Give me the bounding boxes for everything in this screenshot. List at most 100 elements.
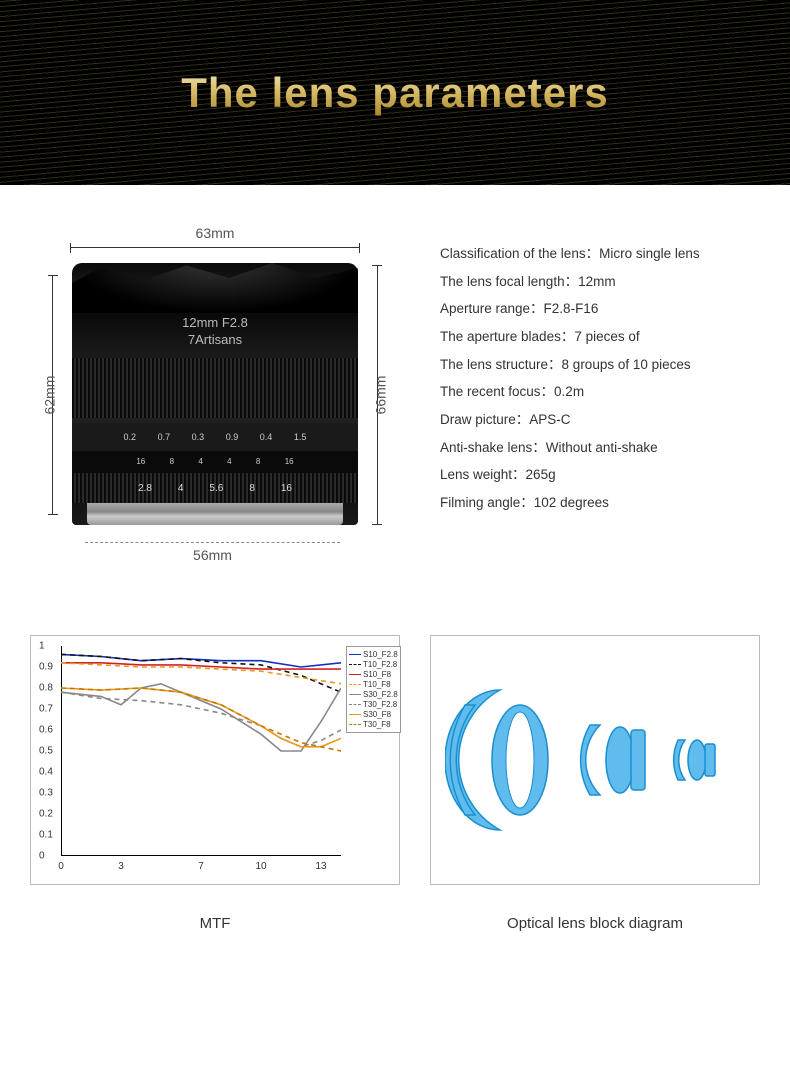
mtf-ytick: 0.4 [39,767,53,778]
legend-item: S30_F2.8 [349,690,398,699]
mtf-series-S10_F2.8 [61,654,341,667]
spec-list: Classification of the lens：Micro single … [440,225,760,517]
legend-swatch [349,704,361,705]
dim-bottom: 56mm [85,542,340,565]
optical-group-1 [445,690,548,830]
scale-mark: 1.5 [294,432,307,442]
header-banner: The lens parameters [0,0,790,185]
legend-label: S30_F2.8 [363,690,398,699]
optical-panel [430,635,760,885]
spec-row: Draw picture：APS-C [440,406,760,434]
mtf-ytick: 0.6 [39,725,53,736]
dim-left: 62mm [30,275,60,515]
mtf-ytick: 0.1 [39,830,53,841]
legend-label: T30_F2.8 [363,700,397,709]
aperture-mark: 8 [249,483,255,494]
engraving-line2: 7Artisans [72,332,358,349]
mtf-ytick: 1 [39,641,45,652]
dof-mark: 4 [227,457,231,466]
scale-mark: 0.7 [158,432,171,442]
legend-item: T10_F8 [349,680,398,689]
mtf-ytick: 0.2 [39,809,53,820]
spec-row: The lens focal length：12mm [440,268,760,296]
scale-mark: 0.4 [260,432,273,442]
aperture-mark: 4 [178,483,184,494]
dim-top-line [70,247,360,248]
legend-label: T10_F2.8 [363,660,397,669]
scale-mark: 0.9 [226,432,239,442]
lens-dof-marks: 16 8 4 4 8 16 [72,451,358,471]
legend-swatch [349,684,361,685]
legend-swatch [349,694,361,695]
legend-item: T30_F8 [349,720,398,729]
optical-diagram [445,670,745,850]
legend-swatch [349,724,361,725]
mtf-lines [61,646,341,856]
dim-bottom-label: 56mm [193,547,232,563]
dim-top-label: 63mm [196,225,235,241]
mtf-ytick: 0.3 [39,788,53,799]
legend-swatch [349,674,361,675]
mtf-legend: S10_F2.8T10_F2.8S10_F8T10_F8S30_F2.8T30_… [346,646,401,733]
dim-top: 63mm [70,225,360,248]
lens-hood [72,263,358,313]
spec-row: The aperture blades：7 pieces of [440,323,760,351]
mtf-ytick: 0.7 [39,704,53,715]
legend-item: S10_F8 [349,670,398,679]
legend-label: S10_F2.8 [363,650,398,659]
dof-mark: 4 [198,457,202,466]
lens-focus-ring [72,358,358,418]
content-area: 63mm 62mm 66mm 12mm F2.8 7Artisans 0.20.… [0,185,790,962]
caption-row: MTF Optical lens block diagram [30,915,760,932]
spec-row: Classification of the lens：Micro single … [440,240,760,268]
legend-swatch [349,714,361,715]
legend-swatch [349,664,361,665]
aperture-mark: 16 [281,483,292,494]
legend-label: S10_F8 [363,670,391,679]
mtf-xtick: 7 [198,861,204,872]
mtf-chart: S10_F2.8T10_F2.8S10_F8T10_F8S30_F2.8T30_… [61,646,341,856]
mtf-ytick: 0.8 [39,683,53,694]
mtf-xtick: 10 [255,861,266,872]
mtf-xtick: 13 [315,861,326,872]
dim-bottom-line [85,542,340,543]
dof-mark: 16 [285,457,294,466]
spec-row: Filming angle：102 degrees [440,489,760,517]
mtf-ytick: 0.9 [39,662,53,673]
optical-group-2 [581,725,645,795]
legend-item: S30_F8 [349,710,398,719]
engraving-line1: 12mm F2.8 [72,315,358,332]
dof-mark: 16 [136,457,145,466]
optical-group-3 [674,740,715,780]
page-title: The lens parameters [181,69,609,117]
lens-aperture-ring: 2.845.6816 [72,473,358,503]
spec-row: The lens structure：8 groups of 10 pieces [440,351,760,379]
spec-row: Lens weight：265g [440,461,760,489]
spec-row: The recent focus：0.2m [440,378,760,406]
legend-item: T30_F2.8 [349,700,398,709]
spec-row: Anti-shake lens：Without anti-shake [440,434,760,462]
lens-mount [87,503,343,525]
bottom-row: S10_F2.8T10_F2.8S10_F8T10_F8S30_F2.8T30_… [30,635,760,885]
scale-mark: 0.3 [192,432,205,442]
dim-left-label: 62mm [41,376,57,415]
lens-dimension-diagram: 63mm 62mm 66mm 12mm F2.8 7Artisans 0.20.… [30,225,400,565]
dim-right-label: 66mm [373,376,389,415]
legend-item: T10_F2.8 [349,660,398,669]
mtf-xtick: 0 [58,861,64,872]
mtf-panel: S10_F2.8T10_F2.8S10_F8T10_F8S30_F2.8T30_… [30,635,400,885]
legend-label: S30_F8 [363,710,391,719]
optical-caption: Optical lens block diagram [430,915,760,932]
dim-right: 66mm [370,265,400,525]
mtf-series-S30_F2.8 [61,684,341,751]
lens-distance-scale: 0.2 0.7 0.3 0.9 0.4 1.5 [72,423,358,451]
spec-row: Aperture range：F2.8-F16 [440,295,760,323]
lens-photo: 12mm F2.8 7Artisans 0.2 0.7 0.3 0.9 0.4 1.5 1… [72,263,358,525]
dof-mark: 8 [256,457,260,466]
legend-item: S10_F2.8 [349,650,398,659]
lens-engraving: 12mm F2.8 7Artisans [72,315,358,349]
dof-mark: 8 [170,457,174,466]
top-row: 63mm 62mm 66mm 12mm F2.8 7Artisans 0.20.… [30,225,760,565]
scale-mark: 0.2 [124,432,137,442]
legend-swatch [349,654,361,655]
